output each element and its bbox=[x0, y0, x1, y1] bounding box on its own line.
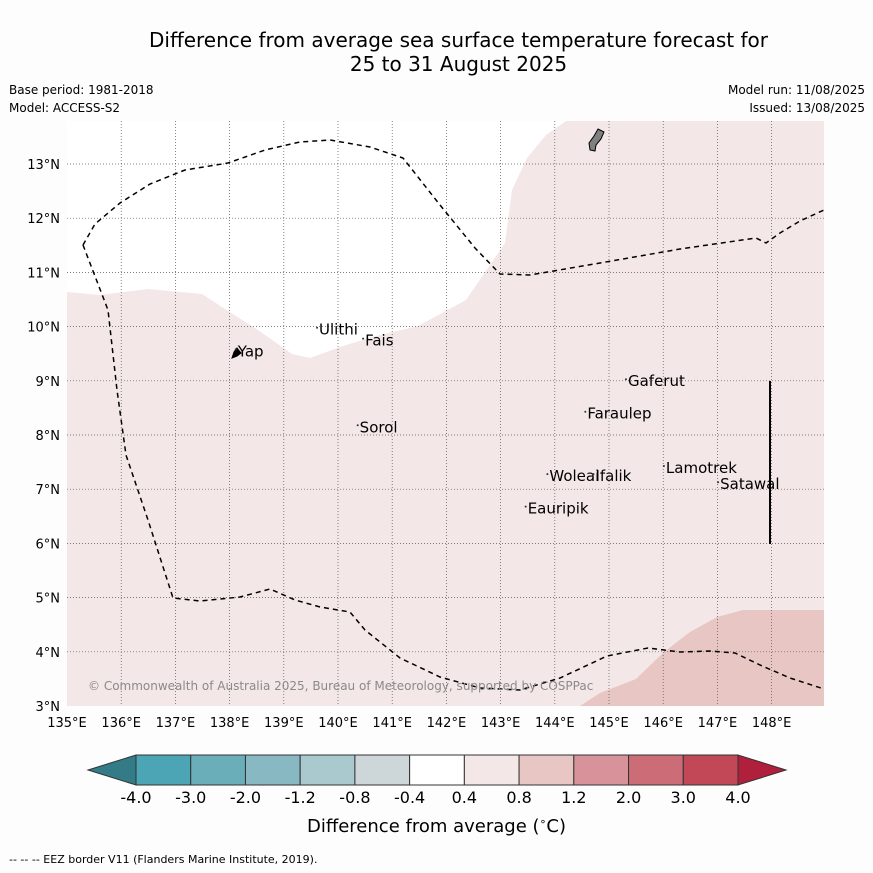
island-label-ulithi: Ulithi bbox=[319, 321, 358, 339]
copyright-text: © Commonwealth of Australia 2025, Bureau… bbox=[88, 679, 593, 693]
model-name: Model: ACCESS-S2 bbox=[9, 101, 121, 115]
meta-left: Base period: 1981-2018 Model: ACCESS-S2 bbox=[9, 81, 154, 117]
island-dot bbox=[546, 473, 549, 476]
island-dot bbox=[524, 505, 527, 508]
island-markers: Ulithi Fais Yap Gaferut Faraulep Sorol Lamotre… bbox=[234, 321, 780, 518]
island-label-yap: Yap bbox=[237, 342, 264, 360]
colorbar-tick-label: 4.0 bbox=[725, 788, 750, 807]
guam-land bbox=[588, 128, 605, 152]
island-label-woleai: Woleai bbox=[549, 467, 599, 485]
colorbar-tick-label: 2.0 bbox=[616, 788, 641, 807]
y-tick-label: 11°N bbox=[27, 266, 60, 281]
y-tick-label: 7°N bbox=[36, 483, 61, 498]
title-line-1: Difference from average sea surface temp… bbox=[148, 28, 768, 52]
y-tick-label: 12°N bbox=[27, 212, 60, 227]
colorbar-tick-label: -4.0 bbox=[120, 788, 151, 807]
colorbar-swatch bbox=[244, 754, 301, 786]
x-tick-label: 137°E bbox=[156, 716, 196, 731]
y-tick-label: 9°N bbox=[36, 375, 61, 390]
island-dot bbox=[662, 464, 665, 467]
x-tick-label: 143°E bbox=[481, 716, 521, 731]
colorbar-over-arrow bbox=[737, 754, 788, 786]
island-label-eauripik: Eauripik bbox=[528, 500, 589, 518]
colorbar-swatch bbox=[518, 754, 575, 786]
colorbar-tick-label: -2.0 bbox=[230, 788, 261, 807]
x-tick-label: 147°E bbox=[698, 716, 738, 731]
colorbar-tick-label: 0.8 bbox=[506, 788, 531, 807]
island-dot bbox=[592, 473, 595, 476]
colorbar-label-text: Difference from average ( bbox=[306, 816, 540, 837]
eez-legend-note: -- -- -- EEZ border V11 (Flanders Marine… bbox=[9, 853, 318, 866]
x-tick-label: 144°E bbox=[535, 716, 575, 731]
eez-border-line bbox=[82, 139, 824, 276]
island-dot bbox=[584, 410, 587, 413]
island-label-satawal: Satawal bbox=[720, 475, 779, 493]
map-title: Difference from average sea surface temp… bbox=[100, 28, 817, 76]
colorbar-swatch bbox=[409, 754, 465, 786]
island-dot bbox=[624, 378, 627, 381]
colorbar-swatch bbox=[463, 754, 520, 786]
x-tick-label: 140°E bbox=[318, 716, 358, 731]
colorbar-swatch bbox=[135, 754, 192, 786]
y-tick-label: 5°N bbox=[36, 592, 61, 607]
colorbar-tick-label: -1.2 bbox=[285, 788, 316, 807]
x-tick-label: 146°E bbox=[643, 716, 683, 731]
colorbar-tick-label: 3.0 bbox=[671, 788, 696, 807]
colorbar-tick-label: -0.8 bbox=[339, 788, 370, 807]
island-dot bbox=[717, 481, 720, 484]
title-line-2: 25 to 31 August 2025 bbox=[349, 52, 568, 76]
issued-date: Issued: 13/08/2025 bbox=[749, 101, 865, 115]
colorbar-tick-label: 1.2 bbox=[561, 788, 586, 807]
anomaly-0.4-0.8-region bbox=[67, 121, 824, 706]
island-dot bbox=[362, 337, 365, 340]
x-tick-label: 142°E bbox=[427, 716, 467, 731]
x-tick-label: 141°E bbox=[372, 716, 412, 731]
eez-border-line-west bbox=[82, 244, 824, 691]
y-tick-label: 13°N bbox=[27, 158, 60, 173]
island-label-fais: Fais bbox=[365, 332, 394, 350]
y-tick-label: 6°N bbox=[36, 537, 61, 552]
base-period: Base period: 1981-2018 bbox=[9, 83, 154, 97]
island-dot bbox=[316, 326, 319, 329]
colorbar-swatch bbox=[354, 754, 411, 786]
yap-land bbox=[231, 347, 242, 359]
colorbar: -4.0 -3.0 -2.0 -1.2 -0.8 -0.4 0.4 0.8 1.2 2.0 3.0 4… bbox=[86, 754, 788, 807]
anomaly-0.8-1.2-region bbox=[580, 610, 824, 706]
x-tick-label: 139°E bbox=[264, 716, 304, 731]
colorbar-under-arrow bbox=[86, 754, 137, 786]
y-tick-label: 8°N bbox=[36, 429, 61, 444]
x-tick-label: 135°E bbox=[47, 716, 87, 731]
y-tick-label: 10°N bbox=[27, 321, 60, 336]
y-tick-label: 3°N bbox=[36, 700, 61, 715]
island-label-lamotrek: Lamotrek bbox=[666, 459, 737, 477]
colorbar-swatch bbox=[573, 754, 630, 786]
island-dot bbox=[234, 348, 237, 351]
colorbar-swatch bbox=[190, 754, 246, 786]
colorbar-tick-label: 0.4 bbox=[452, 788, 477, 807]
colorbar-swatch bbox=[628, 754, 684, 786]
colorbar-label-end: ) bbox=[559, 816, 567, 837]
plot-area: Ulithi Fais Yap Gaferut Faraulep Sorol Lamotre… bbox=[67, 121, 824, 706]
island-label-faraulep: Faraulep bbox=[587, 405, 651, 423]
island-label-sorol: Sorol bbox=[360, 418, 398, 436]
colorbar-label: Difference from average (∘C) bbox=[306, 815, 567, 837]
x-tick-label: 138°E bbox=[210, 716, 250, 731]
colorbar-swatch bbox=[299, 754, 356, 786]
colorbar-tick-label: -0.4 bbox=[394, 788, 425, 807]
x-tick-label: 136°E bbox=[101, 716, 141, 731]
y-tick-label: 4°N bbox=[36, 646, 61, 661]
colorbar-unit: C bbox=[546, 816, 559, 837]
island-label-ifalik: Ifalik bbox=[595, 467, 631, 485]
x-tick-label: 145°E bbox=[589, 716, 629, 731]
island-dot bbox=[356, 424, 359, 427]
x-tick-label: 148°E bbox=[752, 716, 792, 731]
colorbar-swatch bbox=[682, 754, 739, 786]
island-label-gaferut: Gaferut bbox=[628, 372, 685, 390]
meta-right: Model run: 11/08/2025 Issued: 13/08/2025 bbox=[728, 81, 865, 117]
axis-labels: 135°E 136°E 137°E 138°E 139°E 140°E 141°E 142°E… bbox=[27, 158, 791, 731]
model-run: Model run: 11/08/2025 bbox=[727, 83, 865, 97]
colorbar-tick-label: -3.0 bbox=[175, 788, 206, 807]
